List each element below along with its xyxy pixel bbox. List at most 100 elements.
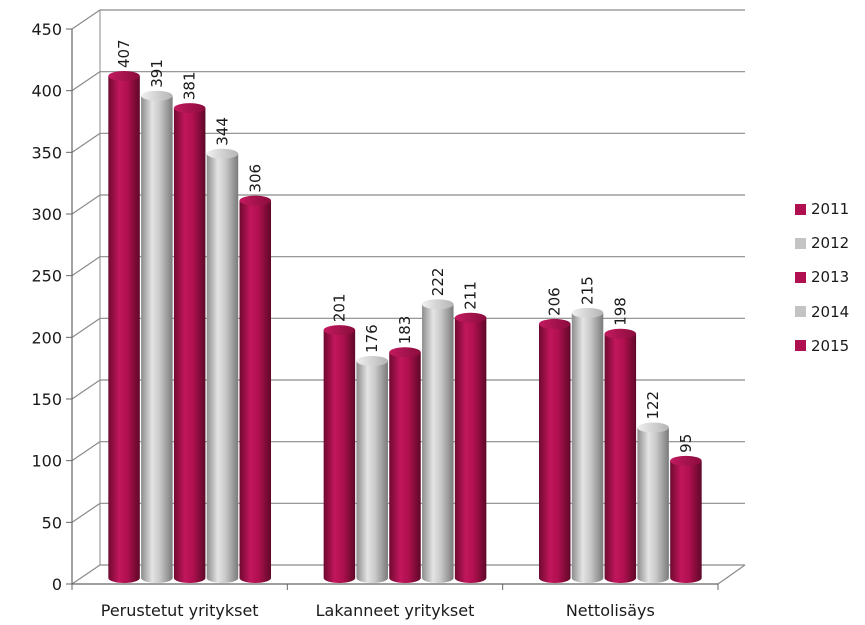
bar [108,71,140,583]
legend-label: 2013 [811,268,850,287]
bar [454,312,487,583]
x-tick-label: Nettolisäys [566,601,655,620]
bar-top [323,325,356,336]
legend-swatch [795,306,806,318]
data-label: 344 [213,117,231,146]
data-labels: 407 391 381 344 306 201 176 183 222 211 206 215 198 1… [115,39,695,452]
gridline-depth [71,502,101,523]
gridline-depth [71,9,101,30]
bar-body [571,312,604,583]
bar-body [239,200,272,583]
data-label: 95 [677,434,695,453]
data-label: 122 [644,391,662,420]
gridline-depth [71,379,101,400]
bar-body [538,323,571,583]
legend-swatch [795,271,806,283]
bar-body [141,95,173,584]
data-label: 201 [330,293,348,322]
bar-top [141,90,173,101]
bar-body [389,352,421,583]
bar-top [108,71,140,82]
legend-swatch [795,237,806,249]
bar-body [206,153,239,583]
data-label: 211 [462,281,480,310]
legend-swatch [795,340,806,352]
bar-top [637,422,669,433]
bar [604,328,637,583]
bar-top [173,103,206,114]
data-label: 306 [246,164,264,193]
bar [670,455,702,583]
gridline-depth [71,71,101,92]
gridline-depth [71,256,101,277]
bar-top [239,195,272,206]
gridline-depth [71,194,101,215]
bar-body [173,108,206,583]
axes [66,10,746,590]
bar-body [356,360,388,583]
bar-top [454,312,487,323]
x-tick-label: Lakanneet yritykset [316,601,475,620]
legend-swatch [795,203,806,215]
legend-label: 2012 [811,234,850,253]
bar-top [538,318,571,329]
gridline-depth [71,132,101,153]
data-label: 206 [546,287,564,316]
y-tick-label: 400 [31,82,62,101]
bar-body [454,317,487,583]
data-label: 391 [148,59,166,88]
bar [323,325,356,583]
bar [206,148,239,583]
bar [571,307,604,583]
y-tick-label: 250 [31,267,62,286]
bar [356,355,388,583]
bar-top [389,347,421,358]
legend-item: 2013 [795,266,865,288]
bar [422,299,454,583]
bar-top [422,299,454,310]
gridline-depth [71,564,101,585]
data-label: 176 [363,324,381,353]
bar [538,318,571,583]
bar [637,422,669,583]
bar-body [108,76,140,583]
bar-body [323,330,356,583]
gridline-depth [71,441,101,462]
legend: 2011 2012 2013 2014 2015 [795,198,865,369]
bar-top [206,148,239,159]
bar-body [604,333,637,583]
gridline-depth [71,317,101,338]
data-label: 215 [579,276,597,305]
legend-item: 2012 [795,232,865,254]
floor-edge [717,564,746,585]
y-tick-label: 200 [31,328,62,347]
y-tick-label: 300 [31,205,62,224]
bar-top [356,355,388,366]
data-label: 183 [396,316,414,345]
y-tick-label: 50 [42,513,62,532]
y-tick-label: 150 [31,390,62,409]
y-tick-label: 450 [31,20,62,39]
bar [389,347,421,583]
bar-top [604,328,637,339]
data-label: 198 [611,297,629,326]
bar-top [571,307,604,318]
legend-item: 2014 [795,301,865,323]
tick-labels: 0 50 100 150 200 250 300 350 400 450 Perustetut yr… [31,20,654,620]
legend-label: 2014 [811,302,850,321]
bar-top [670,455,702,466]
legend-item: 2015 [795,335,865,357]
bar-body [422,304,454,583]
bar [173,103,206,583]
y-tick-label: 350 [31,143,62,162]
bars [108,71,702,584]
data-label: 222 [429,268,447,297]
data-label: 381 [181,71,199,100]
legend-label: 2015 [811,336,850,355]
legend-label: 2011 [811,200,850,218]
x-tick-label: Perustetut yritykset [101,601,259,620]
bar-body [637,427,669,583]
bar-body [670,460,702,583]
y-tick-label: 100 [31,452,62,471]
